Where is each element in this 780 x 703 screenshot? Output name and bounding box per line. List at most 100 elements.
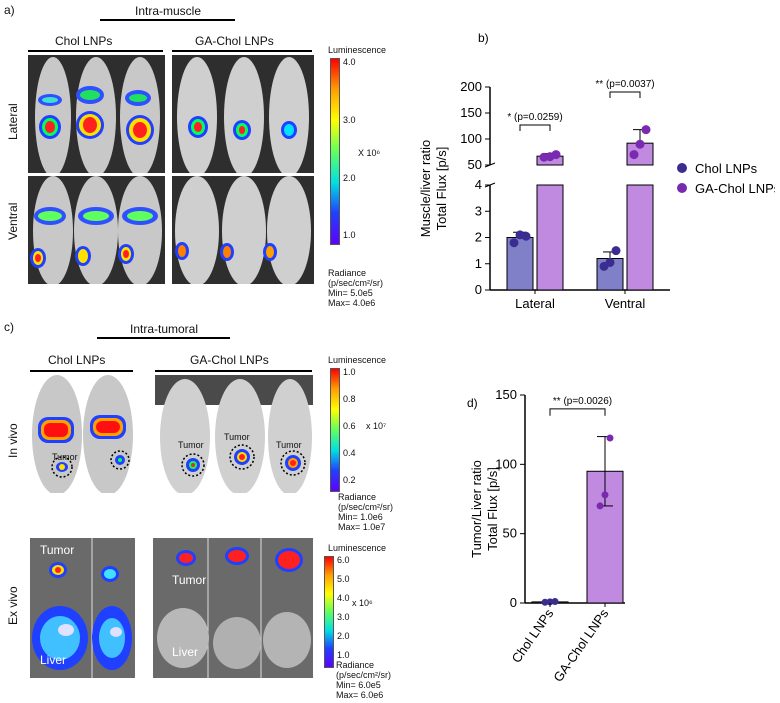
y-tick-label: 0 [475,282,482,297]
panel-c-group1-label: Chol LNPs [48,353,106,367]
panel-c-liver-label: Liver [40,653,67,667]
panel-c-group2-label: GA-Chol LNPs [190,353,269,367]
panel-c-tumor-label-exvivo-ga: Tumor [172,573,207,587]
bar [536,184,564,291]
panel-c-scale2-tick: 1.0 [337,650,350,660]
significance-bracket [549,408,606,416]
panel-c-row2-label: Ex vivo [6,586,20,625]
panel-a-group2-label: GA-Chol LNPs [195,34,274,48]
panel-c-scale2-max: Max= 6.0e6 [336,690,384,700]
panel-c-scale1-title: Luminescence [328,355,387,365]
panel-c-scale1-max: Max= 1.0e7 [338,522,386,532]
panel-c-scale1-tick: 0.6 [343,421,356,431]
significance-label: * (p=0.0259) [507,112,562,123]
panel-c-tumor-label: Tumor [224,432,250,442]
data-point [611,246,621,256]
panel-a-image-ga-lateral [172,55,314,173]
panel-c-image-ga-invivo [155,375,313,493]
panel-a-radiance-unit: (p/sec/cm²/sr) [328,278,383,288]
panel-b-chart: b) 0 1 2 3 4 50 100 150 200 Muscle/liver ratio Tota… [418,31,775,311]
panel-c-scale2-radiance-unit: (p/sec/cm²/sr) [336,670,391,680]
panel-b-letter: b) [478,31,489,45]
panel-a-color-scale [330,58,340,245]
y-axis-label: Muscle/liver ratio [418,140,433,238]
panel-c-scale1-radiance-unit: (p/sec/cm²/sr) [338,502,393,512]
legend-marker [677,183,687,193]
panel-c-scale2-tick: 5.0 [337,574,350,584]
panel-a-scale-tick: 4.0 [343,57,356,67]
data-point [551,597,559,605]
legend-marker [677,163,687,173]
panel-a-radiance-label: Radiance [328,268,367,278]
panel-c-scale1-tick: 0.2 [343,475,356,485]
panel-c-scale2-radiance: Radiance [336,660,375,670]
data-point [509,238,519,248]
panel-c-scale1-tick: 1.0 [343,367,356,377]
data-point [521,231,531,241]
panel-c-scale2-multiplier: x 10⁶ [352,598,373,608]
y-tick-label: 150 [460,105,482,120]
panel-d-chart: d) 0 50 100 150 Tumor/Liver ratio Total Flux [… [467,387,625,685]
x-tick-label: Chol LNPs [509,606,557,666]
panel-c-group2-bar [155,370,312,372]
panel-c-color-scale-2 [324,556,334,668]
panel-c-color-scale-1 [330,368,340,492]
panel-c-row1-label: In vivo [6,423,20,458]
panel-a-group1-bar [28,50,163,52]
panel-a-scale-tick: 3.0 [343,115,356,125]
panel-a-max: Max= 4.0e6 [328,298,376,308]
significance-bracket [519,124,551,131]
legend-label: Chol LNPs [695,161,758,176]
data-point [596,502,604,510]
panel-c-scale2-tick: 4.0 [337,593,350,603]
significance-label: ** (p=0.0026) [553,396,612,407]
y-tick-label: 100 [460,131,482,146]
data-point [629,150,639,160]
panel-a-letter: a) [4,3,15,17]
y-tick-label: 3 [475,203,482,218]
panel-a-image-ga-ventral [172,176,314,284]
panel-c-letter: c) [4,320,14,334]
bar [626,184,654,291]
panel-a-scale-title: Luminescence [328,45,387,55]
panel-c-group1-bar [30,370,133,372]
legend-label: GA-Chol LNPs [695,181,775,196]
y-tick-label: 0 [510,595,517,610]
x-tick-label: Lateral [515,296,555,311]
y-axis-label: Total Flux [p/s] [485,467,500,551]
panel-d-letter: d) [467,396,478,410]
y-tick-label: 50 [468,157,482,172]
panel-a-min: Min= 5.0e5 [328,288,373,298]
panel-c-tumor-label: Tumor [178,440,204,450]
y-tick-label: 50 [503,526,517,541]
panel-c-image-ga-exvivo [153,538,313,678]
panel-c-scale1-radiance: Radiance [338,492,377,502]
y-tick-label: 1 [475,256,482,271]
panel-a-scale-multiplier: X 10⁶ [358,148,381,158]
panel-c-image-chol-exvivo [30,538,135,678]
panel-a-image-chol-lateral [28,55,165,173]
data-point [605,257,615,267]
data-point [541,598,549,606]
panel-a-group1-label: Chol LNPs [55,34,113,48]
panel-c-title: Intra-tumoral [130,322,199,336]
panel-c-title-bar [97,337,230,339]
panel-c-scale2-tick: 2.0 [337,631,350,641]
significance-bracket [609,91,641,98]
y-tick-label: 100 [495,456,517,471]
panel-a-scale-tick: 1.0 [343,230,356,240]
y-axis-label: Total Flux [p/s] [434,147,449,231]
y-tick-label: 200 [460,79,482,94]
data-point [546,598,554,606]
y-tick-label: 2 [475,230,482,245]
panel-c-scale1-multiplier: x 10⁷ [366,421,387,431]
data-point [551,150,561,160]
panel-c-liver-label-ga: Liver [172,645,199,659]
panel-a-title-bar [100,19,235,21]
data-point [601,491,609,499]
panel-c-tumor-label-exvivo: Tumor [40,543,75,557]
panel-c-scale1-min: Min= 1.0e6 [338,512,383,522]
x-tick-label: Ventral [605,296,646,311]
data-point [641,125,651,135]
panel-a-title: Intra-muscle [135,4,202,18]
